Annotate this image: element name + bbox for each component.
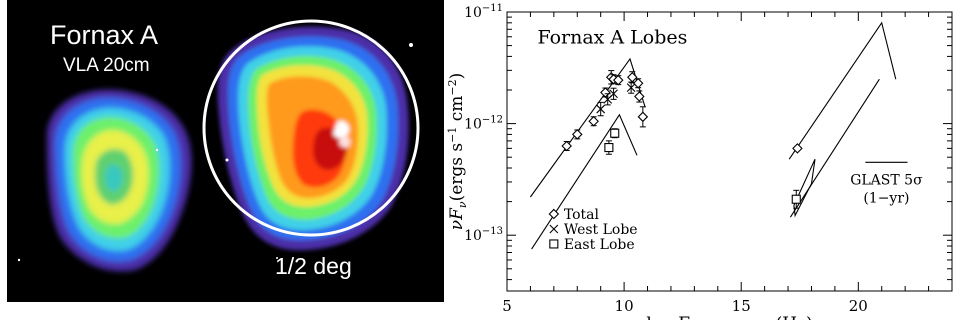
cross-stroke [609,89,618,99]
legend-marker-diamond [548,208,560,220]
background-stars [17,43,413,262]
sed-chart: 5 10 15 20 10−13 10−12 10−11 log Frequency (Hz)… [446,3,953,320]
data-point [791,194,801,204]
east-inverse-compton-model [789,78,880,218]
radio-map-image [17,19,420,272]
data-point [596,104,606,114]
data-point [609,89,618,99]
x-tick-label: 5 [502,297,512,315]
data-point [632,77,644,89]
data-point [588,115,599,127]
data-point [610,128,620,138]
data-point [612,74,624,86]
total-inverse-compton-model [788,21,897,160]
inverse-compton-bowtie [793,158,816,218]
cross-stroke [596,104,606,114]
legend-label: East Lobe [564,237,635,253]
y-tick-label: 10−11 [464,3,503,21]
east-synchrotron-model [531,113,638,250]
radio-map-panel: Fornax A VLA 20cm 1/2 deg [7,0,444,302]
data-point [604,143,614,153]
data-point [634,91,645,102]
data-point [792,143,803,154]
data-point [626,83,636,93]
data-point [627,72,638,83]
series-west-lobe [596,81,636,117]
data-point [571,129,583,140]
glast-label: GLAST 5σ [850,172,923,188]
radio-map-title: Fornax A [50,20,159,50]
legend-label: West Lobe [564,222,638,238]
radio-map-scale-label: 1/2 deg [275,253,352,279]
cross-stroke [549,224,559,234]
y-tick-label: 10−13 [464,226,503,244]
y-axis-label: νFν(ergs s−1 cm−2) [446,73,469,231]
plot-frame [506,11,953,292]
legend-marker-cross [549,224,559,234]
data-point [637,111,649,123]
x-axis-label: log Frequency (Hz) [646,314,812,320]
legend-label: Total [564,207,600,223]
x-tick-label: 10 [615,297,634,315]
half-degree-circle [202,19,420,237]
series-east-lobe [604,128,801,209]
legend-marker-square [549,239,559,249]
x-tick-label: 15 [732,297,751,315]
y-tick-label: 10−12 [464,115,503,133]
glast-sublabel: (1−yr) [863,190,909,206]
data-point [561,140,573,152]
east-lobe-emission [46,89,192,272]
series-total [561,70,803,154]
total-synchrotron-model [529,57,646,198]
west-lobe-emission [217,26,409,251]
x-tick-label: 20 [849,297,868,315]
chart-title: Fornax A Lobes [537,27,687,49]
radio-map-subtitle: VLA 20cm [63,55,150,76]
cross-stroke [626,83,636,93]
